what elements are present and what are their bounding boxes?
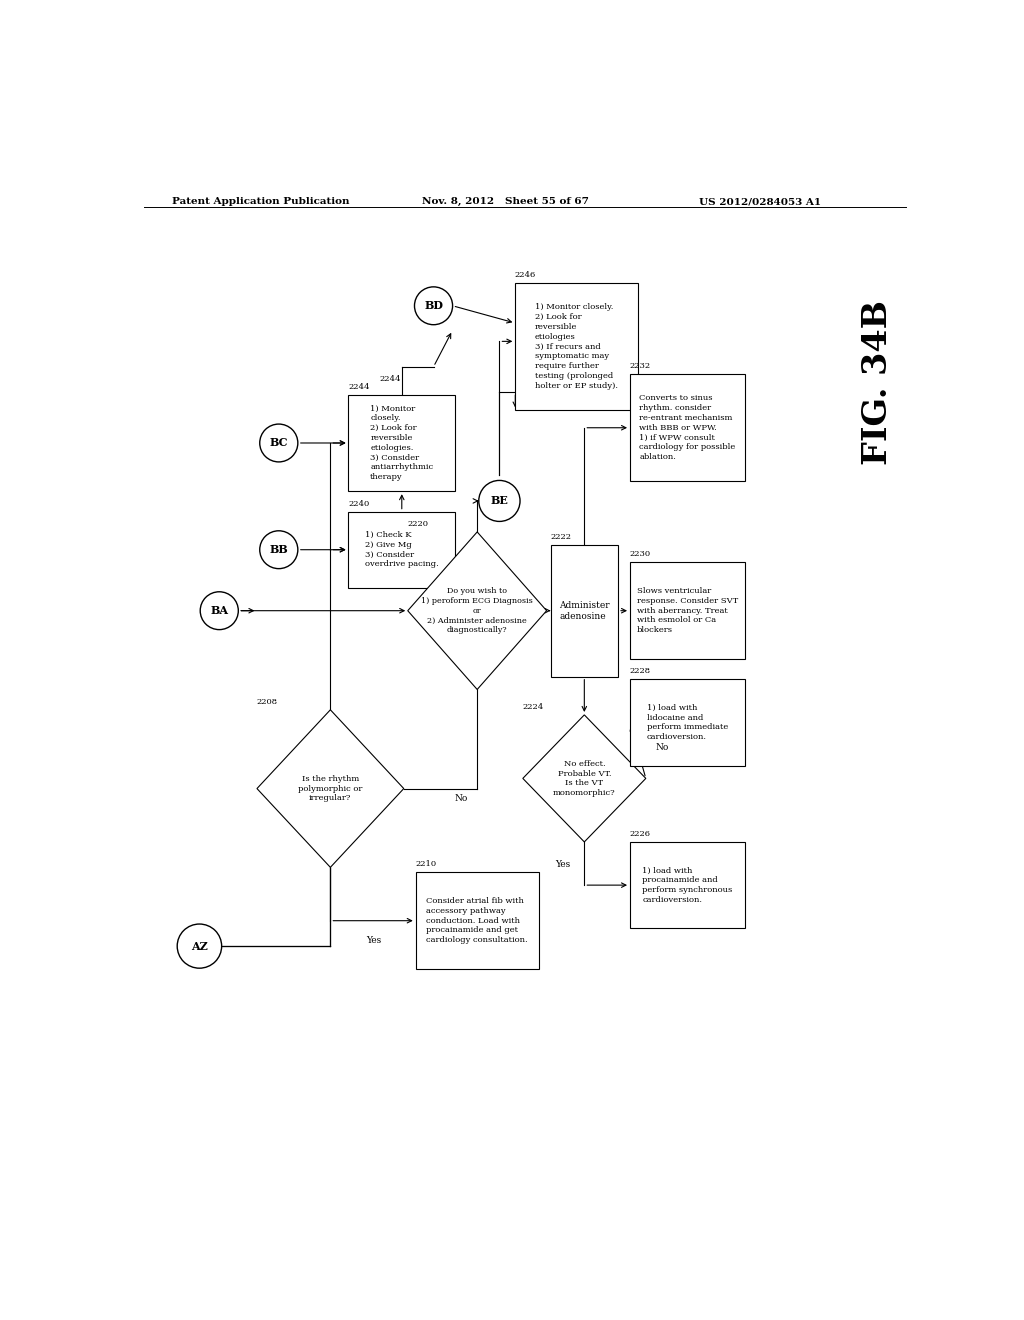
Text: Nov. 8, 2012   Sheet 55 of 67: Nov. 8, 2012 Sheet 55 of 67: [422, 197, 589, 206]
Ellipse shape: [201, 591, 239, 630]
Text: 2240: 2240: [348, 499, 370, 507]
Text: No effect.
Probable VT.
Is the VT
monomorphic?: No effect. Probable VT. Is the VT monomo…: [553, 760, 615, 797]
FancyBboxPatch shape: [630, 562, 745, 659]
Text: Yes: Yes: [556, 861, 570, 870]
Text: 2222: 2222: [551, 532, 571, 541]
Ellipse shape: [415, 286, 453, 325]
Polygon shape: [257, 710, 403, 867]
Text: AZ: AZ: [191, 941, 208, 952]
Text: 1) load with
lidocaine and
perform immediate
cardioversion.: 1) load with lidocaine and perform immed…: [647, 704, 728, 742]
FancyBboxPatch shape: [630, 375, 745, 480]
Text: Converts to sinus
rhythm. consider
re-entrant mechanism
with BBB or WPW.
1) if W: Converts to sinus rhythm. consider re-en…: [639, 395, 735, 461]
Text: 2228: 2228: [630, 667, 651, 676]
Text: Administer
adenosine: Administer adenosine: [559, 601, 609, 620]
Polygon shape: [408, 532, 547, 689]
FancyBboxPatch shape: [416, 873, 539, 969]
Ellipse shape: [260, 531, 298, 569]
Text: 2232: 2232: [630, 362, 651, 371]
FancyBboxPatch shape: [551, 545, 618, 677]
FancyBboxPatch shape: [348, 395, 456, 491]
Text: Yes: Yes: [367, 936, 382, 945]
Text: BD: BD: [424, 300, 443, 312]
Ellipse shape: [260, 424, 298, 462]
FancyBboxPatch shape: [630, 842, 745, 928]
Text: 2246: 2246: [515, 271, 537, 279]
Text: BE: BE: [490, 495, 508, 507]
Text: 1) Monitor closely.
2) Look for
reversible
etiologies
3) If recurs and
symptomat: 1) Monitor closely. 2) Look for reversib…: [535, 304, 617, 389]
Text: No: No: [655, 743, 669, 752]
Text: Do you wish to
1) peroform ECG Diagnosis
or
2) Administer adenosine
diagnostical: Do you wish to 1) peroform ECG Diagnosis…: [421, 587, 534, 635]
Text: FIG. 34B: FIG. 34B: [861, 300, 894, 465]
Ellipse shape: [479, 480, 520, 521]
Text: Is the rhythm
polymorphic or
irregular?: Is the rhythm polymorphic or irregular?: [298, 775, 362, 803]
FancyBboxPatch shape: [630, 680, 745, 766]
Text: BA: BA: [210, 605, 228, 616]
Text: No: No: [455, 793, 468, 803]
Text: Patent Application Publication: Patent Application Publication: [172, 197, 349, 206]
Polygon shape: [523, 715, 646, 842]
Text: 2244: 2244: [348, 383, 370, 391]
Text: 2210: 2210: [416, 861, 437, 869]
Ellipse shape: [177, 924, 221, 968]
FancyBboxPatch shape: [515, 282, 638, 411]
FancyBboxPatch shape: [348, 512, 456, 587]
Text: 2226: 2226: [630, 830, 651, 838]
Text: 2224: 2224: [523, 702, 544, 710]
Text: Consider atrial fib with
accessory pathway
conduction. Load with
procainamide an: Consider atrial fib with accessory pathw…: [426, 898, 528, 944]
Text: 2244: 2244: [380, 375, 401, 383]
Text: 2220: 2220: [408, 520, 429, 528]
Text: BB: BB: [269, 544, 288, 556]
Text: 2208: 2208: [257, 698, 279, 706]
Text: 1) load with
procainamide and
perform synchronous
cardioversion.: 1) load with procainamide and perform sy…: [642, 866, 732, 904]
Text: 1) Check K
2) Give Mg
3) Consider
overdrive pacing.: 1) Check K 2) Give Mg 3) Consider overdr…: [365, 531, 438, 569]
Text: US 2012/0284053 A1: US 2012/0284053 A1: [699, 197, 821, 206]
Text: 1) Monitor
closely.
2) Look for
reversible
etiologies.
3) Consider
antiarrhythmi: 1) Monitor closely. 2) Look for reversib…: [371, 405, 433, 482]
Text: 2230: 2230: [630, 550, 651, 558]
Text: Slows ventricular
response. Consider SVT
with aberrancy. Treat
with esmolol or C: Slows ventricular response. Consider SVT…: [637, 587, 738, 635]
Text: BC: BC: [269, 437, 288, 449]
